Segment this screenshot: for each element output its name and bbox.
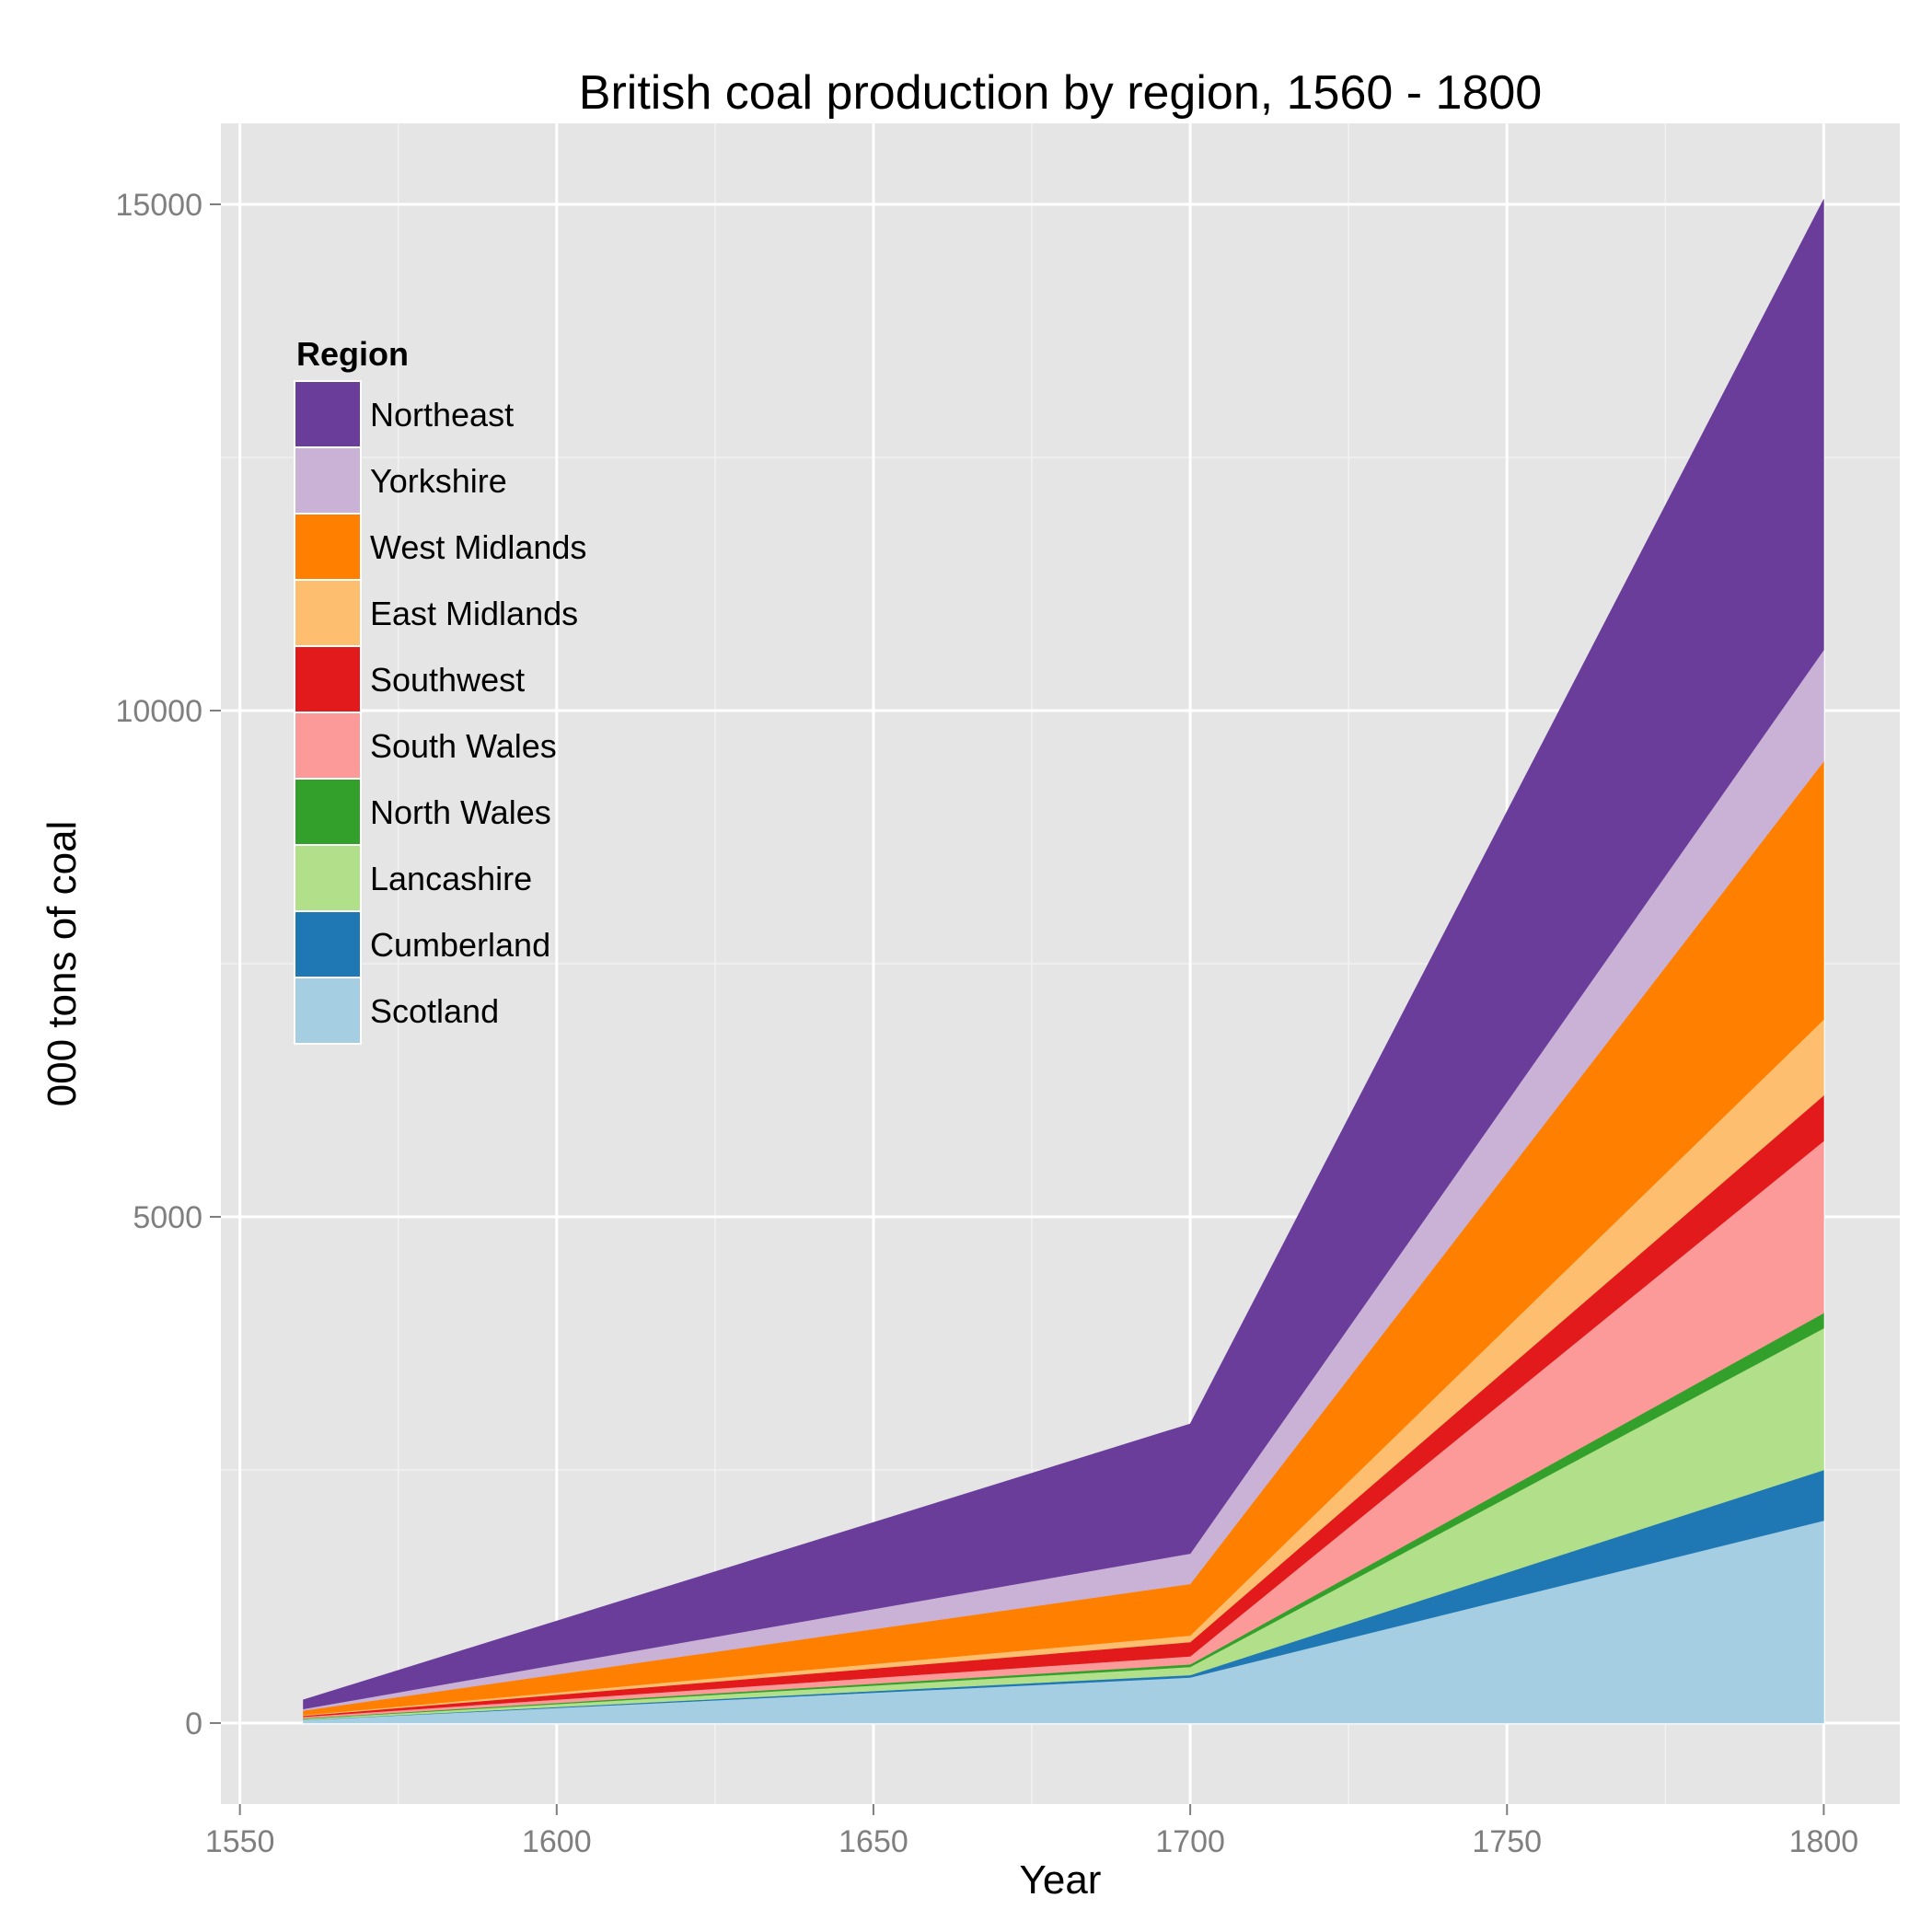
y-tick-label: 15000 (115, 188, 202, 223)
x-axis: 1550 1600 1650 1700 1750 1800 (205, 1804, 1858, 1859)
legend-key-yorkshire (294, 446, 362, 515)
legend-key-northeast (294, 380, 362, 448)
legend: Region Northeast Yorkshire West Midlands Ea… (294, 335, 586, 1045)
legend-label-north-wales: North Wales (370, 793, 551, 831)
legend-label-scotland: Scotland (370, 992, 499, 1030)
x-tick-label: 1550 (205, 1824, 275, 1859)
legend-key-south-wales (294, 711, 362, 780)
legend-label-yorkshire: Yorkshire (370, 462, 507, 500)
legend-label-northeast: Northeast (370, 396, 514, 434)
legend-title: Region (296, 335, 409, 373)
x-tick-label: 1800 (1789, 1824, 1859, 1859)
x-axis-label: Year (1020, 1857, 1102, 1903)
legend-key-lancashire (294, 844, 362, 912)
y-tick-label: 10000 (115, 694, 202, 729)
legend-label-southwest: Southwest (370, 661, 525, 699)
legend-key-west-midlands (294, 513, 362, 581)
chart-title: British coal production by region, 1560 … (579, 66, 1542, 120)
legend-key-north-wales (294, 778, 362, 846)
area-northeast (303, 199, 1824, 1710)
legend-key-scotland (294, 977, 362, 1045)
x-tick-label: 1700 (1155, 1824, 1225, 1859)
legend-key-southwest (294, 645, 362, 713)
legend-key-cumberland (294, 910, 362, 978)
x-tick-label: 1600 (522, 1824, 592, 1859)
legend-key-east-midlands (294, 579, 362, 647)
y-tick-label: 5000 (133, 1200, 202, 1235)
legend-label-west-midlands: West Midlands (370, 528, 586, 566)
legend-label-lancashire: Lancashire (370, 860, 532, 897)
x-tick-label: 1650 (839, 1824, 908, 1859)
legend-label-east-midlands: East Midlands (370, 595, 578, 632)
y-axis-label: 000 tons of coal (40, 821, 85, 1107)
y-axis: 0 5000 10000 15000 (115, 188, 221, 1741)
legend-label-cumberland: Cumberland (370, 926, 550, 964)
legend-label-south-wales: South Wales (370, 727, 557, 765)
y-tick-label: 0 (185, 1706, 202, 1741)
stacked-areas (303, 199, 1824, 1724)
x-tick-label: 1750 (1472, 1824, 1542, 1859)
